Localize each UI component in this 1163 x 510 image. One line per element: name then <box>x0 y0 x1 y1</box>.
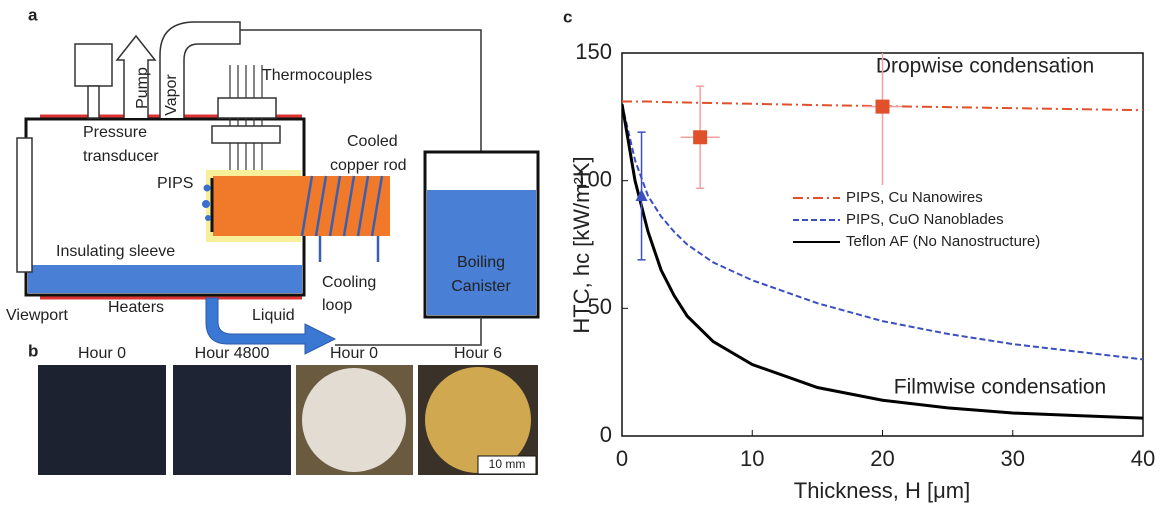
droplets <box>202 185 211 222</box>
photo-label: Hour 6 <box>454 345 502 362</box>
annotation: Filmwise condensation <box>894 376 1106 399</box>
diagram-label: transducer <box>83 148 159 165</box>
x-tick-label: 0 <box>616 446 628 471</box>
return-line <box>335 317 481 345</box>
photo-label: Hour 0 <box>330 345 378 362</box>
panel-label: c <box>563 7 572 26</box>
y-tick-label: 150 <box>575 39 612 64</box>
liquid-pool <box>28 265 302 293</box>
annotation: Dropwise condensation <box>876 55 1094 78</box>
figure: a b c <box>0 0 1163 510</box>
sample <box>302 368 406 472</box>
x-tick-label: 20 <box>870 446 894 471</box>
diagram-label: Boiling <box>457 254 505 271</box>
diagram-label: Viewport <box>6 307 69 324</box>
marker <box>693 130 707 144</box>
panel-label: b <box>28 341 38 360</box>
legend-label: Teflon AF (No Nanostructure) <box>846 233 1040 250</box>
diagram-label: Cooled <box>347 133 398 150</box>
diagram-label: Insulating sleeve <box>56 243 175 260</box>
canister-liquid <box>427 190 536 315</box>
diagram-label: loop <box>322 297 352 314</box>
diagram-label: Cooling <box>322 274 376 291</box>
legend-label: PIPS, CuO Nanoblades <box>846 211 1004 228</box>
diagram-label: Canister <box>451 278 511 295</box>
flange <box>212 126 280 143</box>
diagram-label: Thermocouples <box>262 67 372 84</box>
x-axis-label: Thickness, H [μm] <box>794 478 970 503</box>
x-tick-label: 10 <box>740 446 764 471</box>
x-tick-label: 40 <box>1131 446 1155 471</box>
legend-label: PIPS, Cu Nanowires <box>846 189 983 206</box>
photo <box>38 365 166 475</box>
x-tick-label: 30 <box>1001 446 1025 471</box>
diagram-label: PIPS <box>157 175 193 192</box>
marker <box>876 100 890 114</box>
transducer-stem <box>88 86 99 118</box>
diagram-label: Vapor <box>163 74 180 116</box>
scale-label: 10 mm <box>489 457 526 471</box>
y-tick-label: 50 <box>588 294 612 319</box>
diagram-label: Heaters <box>108 299 164 316</box>
photos <box>38 365 538 475</box>
y-tick-label: 0 <box>600 422 612 447</box>
transducer <box>75 44 112 86</box>
diagram-label: Pressure <box>83 124 147 141</box>
panel-label: a <box>28 5 38 24</box>
photo-label: Hour 4800 <box>195 345 270 362</box>
viewport <box>17 138 32 272</box>
photo-label: Hour 0 <box>78 345 126 362</box>
diagram-label: Pump <box>134 67 151 109</box>
diagram-label: copper rod <box>330 157 407 174</box>
flange <box>218 98 276 118</box>
photo <box>173 365 291 475</box>
diagram-label: Liquid <box>252 307 295 324</box>
y-tick-label: 100 <box>575 166 612 191</box>
